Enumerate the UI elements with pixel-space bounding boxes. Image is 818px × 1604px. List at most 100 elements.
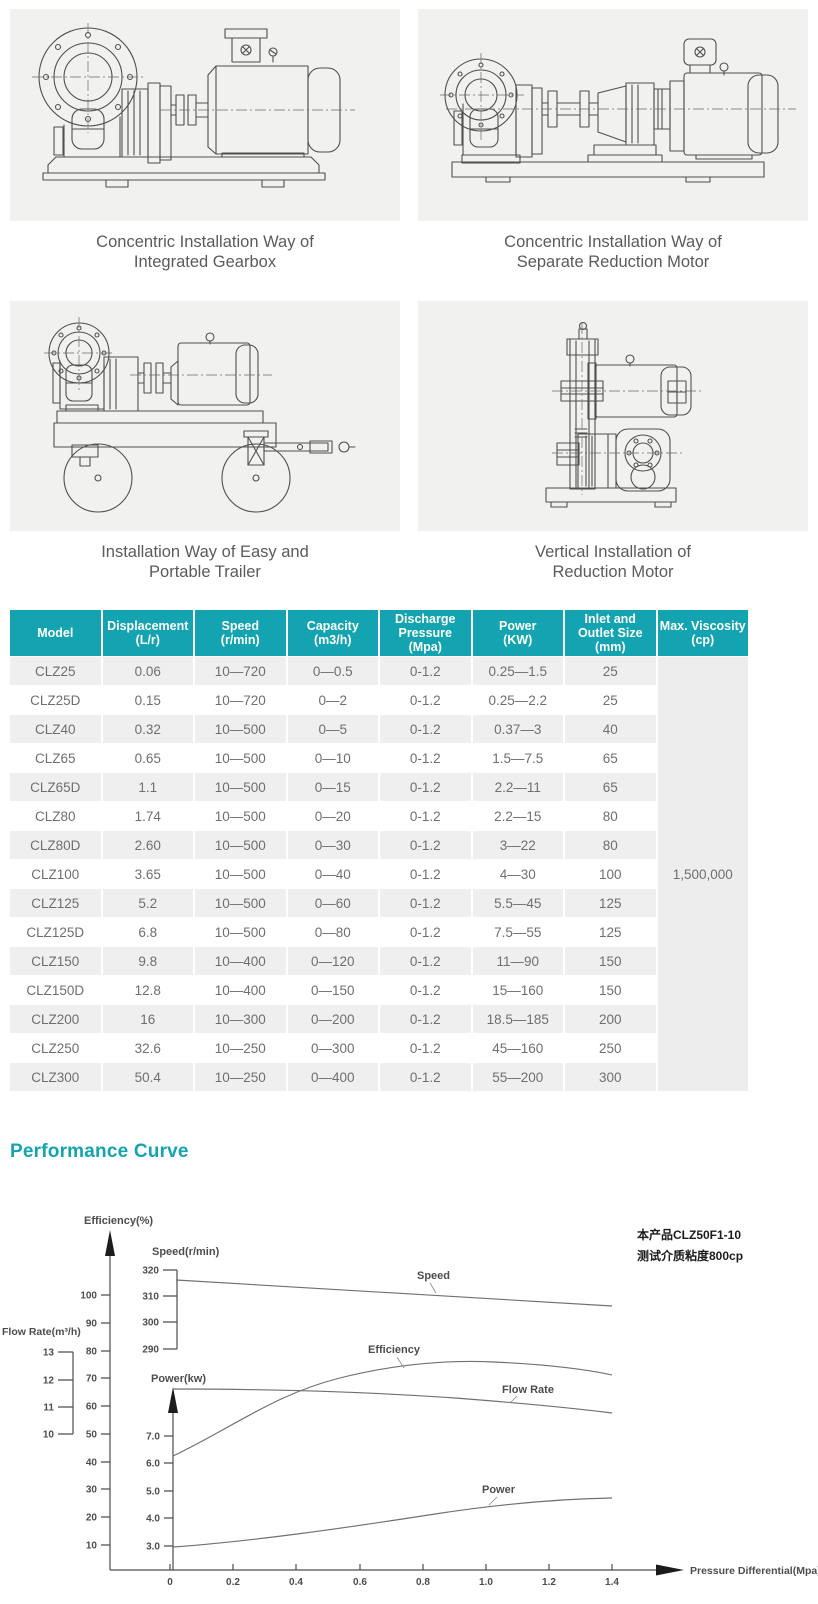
table-cell: 9.8 <box>102 947 193 975</box>
svg-text:1.4: 1.4 <box>605 1577 619 1588</box>
table-row: CLZ100 3.65 10—500 0—40 0-1.2 4—30 100 <box>10 860 748 888</box>
svg-text:7.0: 7.0 <box>146 1432 160 1443</box>
specs-table: Model Displacement (L/r) Speed (r/min) Capaci… <box>8 609 750 1092</box>
x-axis-arrow-icon <box>656 1564 684 1576</box>
table-cell: CLZ65 <box>10 744 101 772</box>
svg-text:70: 70 <box>86 1374 98 1385</box>
svg-text:90: 90 <box>86 1319 98 1330</box>
svg-text:0.2: 0.2 <box>226 1577 240 1588</box>
table-cell: 25 <box>565 686 656 714</box>
table-cell: 0—20 <box>287 802 378 830</box>
table-cell: 0-1.2 <box>380 889 471 917</box>
table-cell: 10—250 <box>195 1063 286 1091</box>
table-cell: 10—400 <box>195 947 286 975</box>
table-cell: 0—400 <box>287 1063 378 1091</box>
svg-text:30: 30 <box>86 1485 98 1496</box>
table-cell: 2.2—11 <box>472 773 563 801</box>
table-cell: CLZ80 <box>10 802 101 830</box>
test-condition-annotation-line2: 测试介质粘度800cp <box>637 1248 743 1263</box>
table-cell: 0-1.2 <box>380 744 471 772</box>
figure-caption: Installation Way of Easy and Portable Tr… <box>10 542 400 588</box>
power-axis-label: Power(kw) <box>151 1373 206 1385</box>
table-cell: 100 <box>565 860 656 888</box>
table-cell: 0—15 <box>287 773 378 801</box>
table-cell: 0.65 <box>102 744 193 772</box>
table-cell: 0—80 <box>287 918 378 946</box>
table-row: CLZ25 0.06 10—720 0—0.5 0-1.2 0.25—1.5 25 1,500… <box>10 657 748 1091</box>
caption-line: Vertical Installation of <box>535 543 691 561</box>
table-cell: 2.2—15 <box>472 802 563 830</box>
svg-text:11: 11 <box>43 1403 54 1414</box>
svg-text:80: 80 <box>86 1347 98 1358</box>
svg-text:290: 290 <box>142 1345 159 1356</box>
table-cell: 10—500 <box>195 831 286 859</box>
flow-rate-curve <box>172 1388 613 1414</box>
svg-text:0.8: 0.8 <box>416 1577 430 1588</box>
power-curve <box>172 1497 613 1548</box>
figure-caption: Vertical Installation of Reduction Motor <box>418 542 808 588</box>
table-cell: 4—30 <box>472 860 563 888</box>
table-cell: 10—500 <box>195 802 286 830</box>
table-cell: 0.25—1.5 <box>472 657 563 685</box>
svg-text:12: 12 <box>43 1376 55 1387</box>
power-ticks: 7.0 6.0 5.0 4.0 3.0 <box>146 1432 160 1553</box>
figure-panel <box>418 301 808 531</box>
table-cell: 150 <box>565 976 656 1004</box>
specs-table-header: Model Displacement (L/r) Speed (r/min) Capaci… <box>10 610 748 656</box>
table-cell: 0.32 <box>102 715 193 743</box>
svg-text:100: 100 <box>80 1291 97 1302</box>
figure-caption: Concentric Installation Way of Integrate… <box>10 232 400 278</box>
table-cell: 0-1.2 <box>380 657 471 685</box>
table-cell: CLZ250 <box>10 1034 101 1062</box>
table-cell: 150 <box>565 947 656 975</box>
table-cell: 10—300 <box>195 1005 286 1033</box>
table-cell: CLZ100 <box>10 860 101 888</box>
table-cell: 0—60 <box>287 889 378 917</box>
pump-drawing-integrated-gearbox <box>32 23 355 188</box>
table-cell: 0-1.2 <box>380 1063 471 1091</box>
caption-line: Integrated Gearbox <box>133 253 277 272</box>
table-cell: 125 <box>565 918 656 946</box>
flow-ticks: 13 12 11 10 <box>43 1348 55 1441</box>
table-cell: 10—250 <box>195 1034 286 1062</box>
table-cell: 0-1.2 <box>380 1005 471 1033</box>
efficiency-ticks: 100 90 80 70 60 50 40 30 20 10 <box>80 1291 97 1552</box>
table-row: CLZ300 50.4 10—250 0—400 0-1.2 55—200 300 <box>10 1063 748 1091</box>
figure-vertical-installation: Vertical Installation of Reduction Motor <box>418 301 808 588</box>
table-cell: 1.74 <box>102 802 193 830</box>
table-cell: 0—40 <box>287 860 378 888</box>
table-cell: CLZ40 <box>10 715 101 743</box>
table-cell: 300 <box>565 1063 656 1091</box>
efficiency-axis-label: Efficiency(%) <box>84 1215 153 1227</box>
table-cell: 12.8 <box>102 976 193 1004</box>
efficiency-axis-arrow-icon <box>105 1230 115 1256</box>
svg-text:20: 20 <box>86 1513 98 1524</box>
speed-curve <box>175 1279 613 1307</box>
caption-line: Concentric Installation Way of <box>504 233 722 251</box>
figure-caption: Concentric Installation Way of Separate … <box>418 232 808 278</box>
table-cell: 0—2 <box>287 686 378 714</box>
x-axis-label: Pressure Differential(Mpa) <box>690 1565 818 1577</box>
caption-line: Portable Trailer <box>149 563 261 582</box>
table-cell: 0—10 <box>287 744 378 772</box>
table-cell: 3.65 <box>102 860 193 888</box>
table-cell: 65 <box>565 744 656 772</box>
svg-text:300: 300 <box>142 1318 159 1329</box>
table-cell: 0-1.2 <box>380 773 471 801</box>
table-cell: 5.5—45 <box>472 889 563 917</box>
svg-text:0.4: 0.4 <box>289 1577 303 1588</box>
svg-text:60: 60 <box>86 1402 98 1413</box>
column-header-7: Max. Viscosity (cp) <box>657 610 748 656</box>
table-cell: 50.4 <box>102 1063 193 1091</box>
table-cell: CLZ125D <box>10 918 101 946</box>
table-cell: 55—200 <box>472 1063 563 1091</box>
table-cell: 0-1.2 <box>380 860 471 888</box>
svg-text:0: 0 <box>167 1577 173 1588</box>
figure-portable-trailer: Installation Way of Easy and Portable Tr… <box>10 301 400 588</box>
table-cell: 45—160 <box>472 1034 563 1062</box>
efficiency-curve-label: Efficiency <box>368 1344 421 1356</box>
column-header-3: Capacity (m3/h) <box>287 610 378 656</box>
table-row: CLZ125 5.2 10—500 0—60 0-1.2 5.5—45 125 <box>10 889 748 917</box>
figure-integrated-gearbox: Concentric Installation Way of Integrate… <box>10 9 400 278</box>
